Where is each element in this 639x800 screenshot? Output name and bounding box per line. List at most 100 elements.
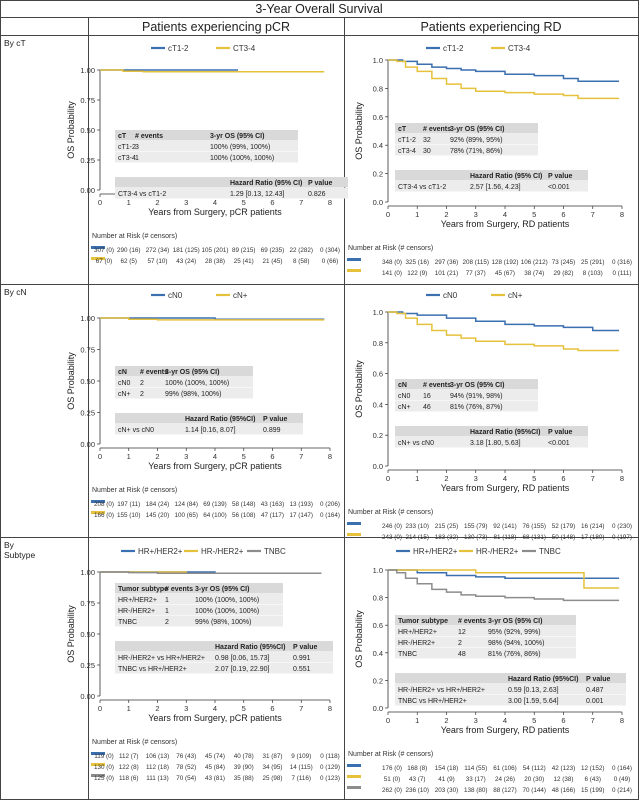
x-tick-label: 0: [98, 452, 102, 461]
risk-count: 197 (11): [117, 501, 140, 508]
risk-count: 22 (282): [290, 247, 313, 254]
x-tick-label: 4: [503, 716, 507, 725]
x-tick-label: 6: [561, 474, 565, 483]
risk-row-swatch: [347, 786, 361, 789]
summary-table-cell: 46: [423, 404, 431, 411]
x-tick-label: 1: [127, 704, 131, 713]
risk-count: 67 (0): [96, 258, 112, 265]
hr-table-row-bg: [395, 426, 588, 437]
summary-table-row-bg: [395, 648, 576, 659]
hr-table-row-bg: [115, 652, 333, 663]
summary-table-cell: 1: [165, 597, 169, 604]
panel-cn-pcr: cN0 cN+ 0.00 0.25 0.50 0.75 1.00 0 1 2 3 4 5 6 7 8 Years…: [66, 291, 340, 519]
y-tick-label: 0.6: [373, 113, 383, 122]
y-tick-label: 0.75: [80, 346, 95, 355]
risk-count: 14 (115): [290, 764, 313, 771]
risk-count: 35 (88): [234, 775, 254, 782]
summary-table-cell: cT: [398, 126, 407, 133]
risk-count: 21 (45): [263, 258, 283, 265]
x-tick-label: 2: [444, 474, 448, 483]
summary-table-cell: 100% (99%, 100%): [210, 144, 270, 151]
hr-table-cell: CT3-4 vs cT1-2: [118, 191, 166, 198]
summary-table-cell: 78% (71%, 86%): [450, 148, 503, 155]
risk-row-swatch: [91, 257, 105, 260]
hr-table-cell: 0.98 [0.06, 15.73]: [215, 655, 270, 662]
x-tick-label: 1: [127, 452, 131, 461]
risk-count: 307 (0): [94, 247, 114, 254]
risk-count: 208 (0): [94, 501, 114, 508]
summary-table-cell: cT: [118, 133, 127, 140]
risk-count: 0 (164): [612, 765, 632, 772]
hr-table-cell: 1.29 [0.13, 12.43]: [230, 191, 285, 198]
hr-table-cell: 0.899: [263, 427, 281, 434]
risk-count: 42 (123): [552, 765, 575, 772]
risk-count: 290 (16): [117, 247, 140, 254]
risk-count: 0 (66): [322, 258, 338, 265]
hr-table-cell: Hazard Ratio (95%CI): [508, 676, 578, 683]
risk-count: 112 (18): [146, 764, 169, 771]
risk-count: 68 (131): [523, 534, 546, 541]
x-tick-label: 3: [474, 716, 478, 725]
summary-table-row-bg: [115, 130, 298, 141]
hr-table-cell: 2.07 [0.19, 22.90]: [215, 666, 270, 673]
risk-count: 58 (148): [232, 501, 255, 508]
risk-count: 45 (67): [495, 270, 515, 277]
hr-table-cell: P value: [586, 676, 610, 683]
y-tick-label: 0.2: [373, 170, 383, 179]
x-tick-label: 4: [503, 210, 507, 219]
risk-count: 8 (103): [583, 270, 603, 277]
y-tick-label: 0.4: [373, 649, 383, 658]
summary-table-row-bg: [115, 366, 253, 377]
hr-table-cell: 2.57 [1.56, 4.23]: [470, 184, 521, 191]
y-axis-label: OS Probability: [66, 352, 76, 410]
risk-count: 8 (58): [293, 258, 309, 265]
y-tick-label: 1.0: [373, 56, 383, 65]
y-tick-label: 0.00: [80, 186, 95, 195]
hr-table-cell: P value: [308, 180, 332, 187]
legend-label: cT1-2: [168, 44, 189, 53]
risk-count: 166 (0): [94, 512, 114, 519]
risk-count: 125 (0): [94, 775, 114, 782]
summary-table-cell: # events: [423, 126, 451, 133]
risk-row-swatch: [347, 533, 361, 536]
hr-table-cell: P value: [548, 429, 572, 436]
summary-table-row-bg: [395, 637, 576, 648]
risk-count: 0 (129): [320, 764, 340, 771]
legend-label: cT1-2: [443, 44, 464, 53]
hr-table-cell: P value: [548, 173, 572, 180]
x-tick-label: 5: [532, 210, 536, 219]
column-header-rd: Patients experiencing RD: [420, 20, 561, 34]
number-at-risk-label: Number at Risk (# censors): [92, 739, 177, 746]
y-axis-label: OS Probability: [354, 102, 364, 160]
summary-table-cell: cN+: [118, 391, 131, 398]
survival-curve-hr-her2-: [388, 569, 620, 589]
summary-table-cell: TNBC: [118, 619, 137, 626]
summary-table-cell: 2: [140, 391, 144, 398]
panel-subtype-pcr: HR+/HER2+ HR-/HER2+ TNBC 0.00 0.25 0.50 0.75 1.…: [66, 547, 340, 782]
risk-count: 138 (80): [464, 787, 487, 794]
risk-row-swatch: [347, 764, 361, 767]
x-tick-label: 7: [299, 198, 303, 207]
risk-count: 69 (235): [261, 247, 284, 254]
risk-count: 262 (0): [382, 787, 402, 794]
legend-label: cN+: [508, 291, 523, 300]
risk-count: 154 (18): [435, 765, 458, 772]
hr-table-cell: 3.18 [1.80, 5.63]: [470, 440, 521, 447]
risk-count: 9 (109): [291, 753, 311, 760]
risk-count: 38 (74): [524, 270, 544, 277]
risk-count: 31 (87): [263, 753, 283, 760]
summary-table-cell: 3-yr OS (95% CI): [450, 126, 504, 133]
risk-count: 57 (10): [148, 258, 168, 265]
summary-table-cell: HR+/HER2+: [398, 629, 437, 636]
summary-table-row-bg: [395, 379, 538, 390]
x-tick-label: 3: [184, 704, 188, 713]
summary-table-cell: 32: [423, 137, 431, 144]
risk-count: 168 (8): [407, 765, 427, 772]
hr-table-row-bg: [395, 684, 626, 695]
summary-table-row-bg: [115, 594, 283, 605]
risk-count: 12 (38): [554, 776, 574, 783]
y-tick-label: 0.2: [373, 431, 383, 440]
x-tick-label: 5: [242, 704, 246, 713]
x-axis-label: Years from Surgery, RD patients: [441, 483, 570, 493]
